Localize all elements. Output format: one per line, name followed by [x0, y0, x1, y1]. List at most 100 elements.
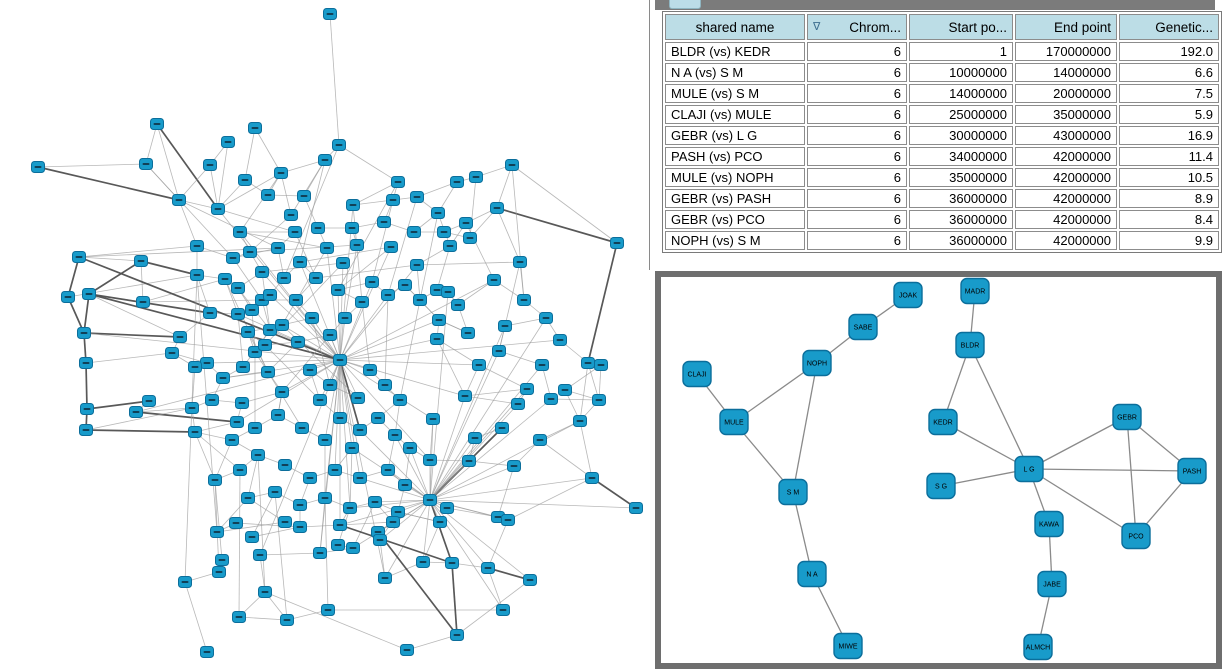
overview-node[interactable]	[134, 255, 148, 267]
table-cell[interactable]: PASH (vs) PCO	[665, 147, 805, 166]
overview-node[interactable]	[258, 339, 272, 351]
overview-edge[interactable]	[244, 127, 256, 181]
table-row[interactable]: MULE (vs) NOPH 6 35000000 42000000 10.5	[665, 168, 1219, 187]
overview-edge[interactable]	[145, 123, 158, 165]
overview-node[interactable]	[311, 222, 325, 234]
table-cell[interactable]: 11.4	[1119, 147, 1219, 166]
overview-node[interactable]	[594, 359, 608, 371]
overview-node[interactable]	[629, 502, 643, 514]
overview-edge[interactable]	[281, 247, 328, 326]
overview-node[interactable]	[248, 122, 262, 134]
overview-edge[interactable]	[326, 247, 341, 361]
overview-node[interactable]	[407, 226, 421, 238]
overview-node[interactable]	[303, 364, 317, 376]
overview-node[interactable]	[496, 604, 510, 616]
overview-node[interactable]	[233, 464, 247, 476]
overview-edge[interactable]	[319, 497, 326, 554]
overview-node[interactable]	[313, 394, 327, 406]
overview-edge[interactable]	[216, 521, 286, 533]
overview-node[interactable]	[139, 158, 153, 170]
overview-node[interactable]	[365, 276, 379, 288]
overview-node[interactable]	[255, 266, 269, 278]
overview-edge[interactable]	[251, 526, 301, 538]
overview-node[interactable]	[263, 289, 277, 301]
overview-node[interactable]	[61, 291, 75, 303]
table-cell[interactable]: 9.9	[1119, 231, 1219, 250]
overview-node[interactable]	[188, 426, 202, 438]
overview-edge[interactable]	[504, 261, 521, 327]
overview-edge[interactable]	[339, 359, 353, 449]
overview-node[interactable]	[284, 209, 298, 221]
overview-edge[interactable]	[88, 293, 181, 338]
overview-edge[interactable]	[78, 256, 142, 262]
overview-edge[interactable]	[384, 294, 389, 386]
overview-edge[interactable]	[83, 332, 181, 338]
overview-edge[interactable]	[274, 491, 288, 621]
overview-node[interactable]	[165, 347, 179, 359]
overview-node[interactable]	[498, 320, 512, 332]
detail-edge-BLDR-L G[interactable]	[969, 344, 1030, 470]
table-cell[interactable]: 10.5	[1119, 168, 1219, 187]
overview-edge[interactable]	[85, 362, 88, 410]
overview-edge[interactable]	[142, 278, 226, 303]
overview-edge[interactable]	[311, 317, 331, 386]
network-overview-canvas[interactable]	[0, 0, 648, 669]
overview-edge[interactable]	[247, 454, 259, 499]
detail-edge-PCO-L G[interactable]	[1028, 468, 1137, 537]
overview-node[interactable]	[511, 398, 525, 410]
detail-node-BLDR[interactable]: BLDR	[955, 331, 985, 359]
table-row[interactable]: GEBR (vs) L G 6 30000000 43000000 16.9	[665, 126, 1219, 145]
detail-node-N A[interactable]: N A	[797, 560, 827, 588]
table-row[interactable]: N A (vs) S M 6 10000000 14000000 6.6	[665, 63, 1219, 82]
overview-node[interactable]	[277, 272, 291, 284]
overview-edge[interactable]	[339, 317, 346, 361]
overview-edge[interactable]	[196, 274, 211, 314]
overview-edge[interactable]	[239, 231, 328, 249]
overview-edge[interactable]	[339, 524, 453, 564]
table-cell[interactable]: 6	[807, 126, 907, 145]
detail-edge-GEBR-PCO[interactable]	[1126, 416, 1137, 537]
overview-node[interactable]	[231, 282, 245, 294]
overview-node[interactable]	[505, 159, 519, 171]
overview-node[interactable]	[346, 199, 360, 211]
overview-edge[interactable]	[324, 359, 341, 441]
overview-edge[interactable]	[232, 257, 263, 301]
overview-edge[interactable]	[371, 199, 394, 283]
overview-edge[interactable]	[429, 477, 593, 501]
overview-node[interactable]	[398, 279, 412, 291]
overview-node[interactable]	[323, 379, 337, 391]
overview-node[interactable]	[410, 259, 424, 271]
overview-node[interactable]	[592, 394, 606, 406]
overview-edge[interactable]	[339, 359, 351, 509]
overview-edge[interactable]	[339, 338, 438, 361]
table-cell[interactable]: 34000000	[909, 147, 1013, 166]
overview-node[interactable]	[432, 314, 446, 326]
overview-edge[interactable]	[404, 447, 411, 486]
overview-node[interactable]	[610, 237, 624, 249]
overview-node[interactable]	[353, 472, 367, 484]
overview-edge[interactable]	[86, 400, 150, 410]
overview-node[interactable]	[295, 422, 309, 434]
overview-edge[interactable]	[238, 616, 288, 621]
overview-edge[interactable]	[384, 499, 431, 579]
table-cell[interactable]: GEBR (vs) PASH	[665, 189, 805, 208]
overview-edge[interactable]	[267, 371, 303, 429]
overview-edge[interactable]	[429, 395, 466, 501]
overview-node[interactable]	[275, 319, 289, 331]
overview-edge[interactable]	[394, 434, 431, 501]
overview-edge[interactable]	[264, 591, 408, 651]
overview-node[interactable]	[79, 424, 93, 436]
overview-node[interactable]	[410, 191, 424, 203]
overview-edge[interactable]	[419, 212, 439, 301]
table-cell[interactable]: 25000000	[909, 105, 1013, 124]
overview-edge[interactable]	[436, 338, 480, 366]
table-cell[interactable]: 35000000	[909, 168, 1013, 187]
overview-edge[interactable]	[496, 164, 513, 209]
column-header-start-point[interactable]: Start po...	[909, 14, 1013, 40]
overview-node[interactable]	[384, 241, 398, 253]
overview-node[interactable]	[443, 240, 457, 252]
table-cell[interactable]: 43000000	[1015, 126, 1117, 145]
overview-node[interactable]	[221, 136, 235, 148]
overview-node[interactable]	[229, 517, 243, 529]
overview-edge[interactable]	[315, 264, 418, 279]
